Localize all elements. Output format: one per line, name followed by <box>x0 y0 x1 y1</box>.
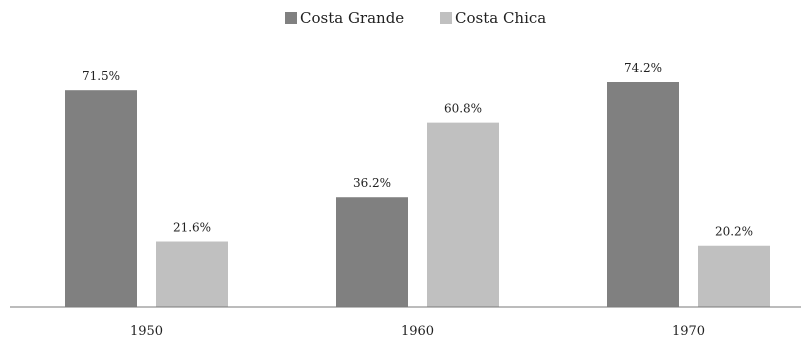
data-label-costa-grande-1970: 74.2% <box>624 61 662 75</box>
data-label-costa-grande-1950: 71.5% <box>82 69 120 83</box>
bar-costa-grande-1950 <box>65 90 137 307</box>
bar-costa-chica-1950 <box>156 241 228 307</box>
data-label-costa-grande-1960: 36.2% <box>353 176 391 190</box>
legend-label-costa-chica: Costa Chica <box>455 9 546 27</box>
x-tick-label-1970: 1970 <box>672 324 705 339</box>
bar-costa-chica-1970 <box>698 245 770 307</box>
bar-costa-chica-1960 <box>427 122 499 307</box>
legend-swatch-costa-chica <box>440 12 452 24</box>
bar-costa-grande-1960 <box>336 197 408 307</box>
bar-costa-grande-1970 <box>607 82 679 307</box>
legend: Costa Grande Costa Chica <box>285 9 546 27</box>
data-label-costa-chica-1960: 60.8% <box>444 102 482 116</box>
x-tick-label-1950: 1950 <box>130 324 163 339</box>
data-label-costa-chica-1950: 21.6% <box>173 221 211 235</box>
x-tick-labels: 1950 1960 1970 <box>130 324 705 339</box>
data-label-costa-chica-1970: 20.2% <box>715 225 753 239</box>
legend-swatch-costa-grande <box>285 12 297 24</box>
x-tick-label-1960: 1960 <box>401 324 434 339</box>
data-labels-group: 71.5% 21.6% 36.2% 60.8% 74.2% 20.2% <box>82 61 753 239</box>
legend-label-costa-grande: Costa Grande <box>300 9 404 27</box>
bars-group <box>65 82 770 307</box>
